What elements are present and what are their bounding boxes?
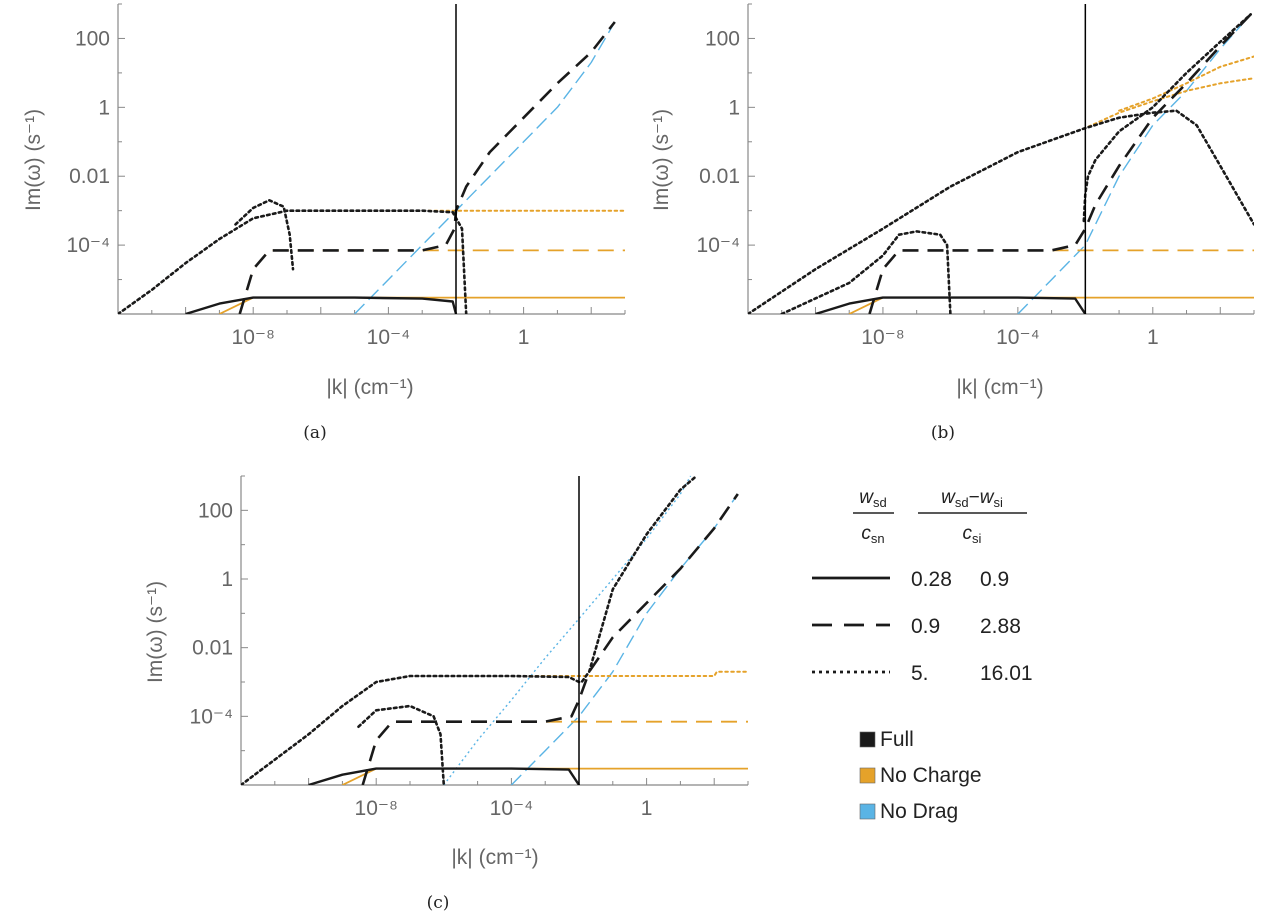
series-a-dashed-no_drag-4 xyxy=(354,21,616,314)
series-c-dashed-full-3 xyxy=(361,493,739,785)
legend-color-swatch-no_charge xyxy=(859,767,876,784)
series-b-solid-full-1 xyxy=(815,296,1087,314)
x-tick-label-b: 1 xyxy=(1147,326,1159,349)
x-tick-label-a: 10⁻⁸ xyxy=(232,326,275,349)
series-c-dotted-no_drag-8 xyxy=(443,475,692,785)
series-b-dashed-no_charge-2 xyxy=(868,249,1254,314)
legend-value-col2: 16.01 xyxy=(980,662,1033,685)
y-tick-label-c: 0.01 xyxy=(192,637,233,660)
plot-area-a xyxy=(118,21,625,314)
legend-value-col1: 5. xyxy=(911,662,929,685)
legend-col1-den: c xyxy=(861,523,871,544)
legend-col2-den: c xyxy=(963,523,973,544)
legend-col2-minus: − xyxy=(969,487,980,508)
x-tick-label-c: 10⁻⁸ xyxy=(355,797,398,820)
legend-col2-den-sub: si xyxy=(972,531,982,546)
series-a-dotted-full-7 xyxy=(234,199,295,271)
legend-variant-label-no_drag: No Drag xyxy=(880,800,958,823)
plot-area-c xyxy=(241,474,748,785)
y-tick-label-b: 10⁻⁴ xyxy=(697,234,740,257)
legend-col1-num-sub: sd xyxy=(873,495,887,510)
y-tick-label-b: 0.01 xyxy=(699,165,740,188)
series-a-dashed-full-3 xyxy=(238,21,616,314)
legend-variant-label-no_charge: No Charge xyxy=(880,764,982,787)
legend-color-swatch-no_drag xyxy=(859,803,876,820)
legend-col2-num-b: w xyxy=(980,487,995,508)
panel-b-xlabel: |k| (cm⁻¹) xyxy=(956,376,1043,399)
legend-color-swatch-full xyxy=(859,731,876,748)
y-tick-label-b: 1 xyxy=(728,96,740,119)
x-tick-label-b: 10⁻⁴ xyxy=(996,326,1039,349)
panel-a-xlabel: |k| (cm⁻¹) xyxy=(326,376,413,399)
series-b-dotted-full-8 xyxy=(780,230,952,314)
legend-value-col1: 0.9 xyxy=(911,615,940,638)
panel-a: Im(ω) (s⁻¹) |k| (cm⁻¹) (a) 100 1 0.01 10⁻⁴ 1… xyxy=(22,3,626,443)
legend-value-col2: 0.9 xyxy=(980,568,1009,591)
legend-col1-header: wsd csn xyxy=(853,487,894,546)
y-tick-label-a: 1 xyxy=(98,96,110,119)
legend-rows: 0.28 0.9 0.9 2.88 5. 16.01 xyxy=(812,568,1033,685)
legend-col2-num-b-sub: si xyxy=(993,495,1003,510)
svg-text:csi: csi xyxy=(963,523,982,546)
panel-c: Im(ω) (s⁻¹) |k| (cm⁻¹) (c) 100 1 0.01 10⁻⁴ 1… xyxy=(144,474,749,913)
y-tick-label-a: 0.01 xyxy=(69,165,110,188)
y-tick-label-c: 100 xyxy=(198,499,233,522)
series-c-dashed-no_drag-4 xyxy=(510,493,739,785)
legend-col1-num: w xyxy=(859,487,874,508)
series-c-dotted-no_charge-5 xyxy=(241,670,748,785)
legend-col2-num-a-sub: sd xyxy=(955,495,969,510)
panel-b: Im(ω) (s⁻¹) |k| (cm⁻¹) (b) 100 1 0.01 10⁻⁴ 1… xyxy=(650,3,1255,443)
panel-c-caption: (c) xyxy=(427,893,450,913)
panel-b-caption: (b) xyxy=(931,423,955,443)
series-c-dashed-no_charge-2 xyxy=(361,720,748,785)
x-tick-label-a: 10⁻⁴ xyxy=(367,326,410,349)
x-tick-label-c: 1 xyxy=(641,797,653,820)
y-tick-label-c: 1 xyxy=(221,568,233,591)
x-tick-label-c: 10⁻⁴ xyxy=(490,797,533,820)
series-b-dotted-no_charge-5 xyxy=(748,77,1254,314)
legend-col2-num-a: w xyxy=(941,487,956,508)
series-b-dotted-full-9 xyxy=(1082,13,1252,223)
legend-variant-label-full: Full xyxy=(880,728,914,751)
y-tick-label-a: 10⁻⁴ xyxy=(67,234,110,257)
panel-a-ylabel: Im(ω) (s⁻¹) xyxy=(22,109,45,211)
svg-text:wsd: wsd xyxy=(859,487,886,510)
panel-c-ylabel: Im(ω) (s⁻¹) xyxy=(144,581,167,683)
series-b-dashed-no_drag-4 xyxy=(1017,13,1252,314)
panel-c-xlabel: |k| (cm⁻¹) xyxy=(451,846,538,869)
legend-variants: Full No Charge No Drag xyxy=(859,728,982,823)
x-tick-label-b: 10⁻⁸ xyxy=(861,326,904,349)
y-tick-label-a: 100 xyxy=(75,27,110,50)
series-b-dotted-full-7 xyxy=(748,109,1254,314)
series-a-solid-full-1 xyxy=(185,296,458,314)
x-tick-label-a: 1 xyxy=(518,326,530,349)
svg-text:wsd−wsi: wsd−wsi xyxy=(941,487,1003,510)
plot-area-b xyxy=(748,13,1254,314)
legend: wsd csn wsd−wsi csi 0.28 0.90.9 2.885. 16.0… xyxy=(812,487,1033,823)
panel-a-caption: (a) xyxy=(303,423,326,443)
legend-value-col2: 2.88 xyxy=(980,615,1021,638)
svg-text:csn: csn xyxy=(861,523,884,546)
y-tick-label-c: 10⁻⁴ xyxy=(190,705,233,728)
series-b-dotted-no_charge-6 xyxy=(1118,55,1254,112)
legend-col2-header: wsd−wsi csi xyxy=(918,487,1027,546)
series-a-dashed-no_charge-2 xyxy=(238,249,625,314)
panel-b-ylabel: Im(ω) (s⁻¹) xyxy=(650,109,673,211)
series-b-dashed-full-3 xyxy=(868,13,1252,314)
series-c-dotted-full-6 xyxy=(241,474,698,785)
legend-value-col1: 0.28 xyxy=(911,568,952,591)
y-tick-label-b: 100 xyxy=(705,27,740,50)
legend-col1-den-sub: sn xyxy=(871,531,885,546)
series-c-dotted-full-7 xyxy=(357,704,446,785)
